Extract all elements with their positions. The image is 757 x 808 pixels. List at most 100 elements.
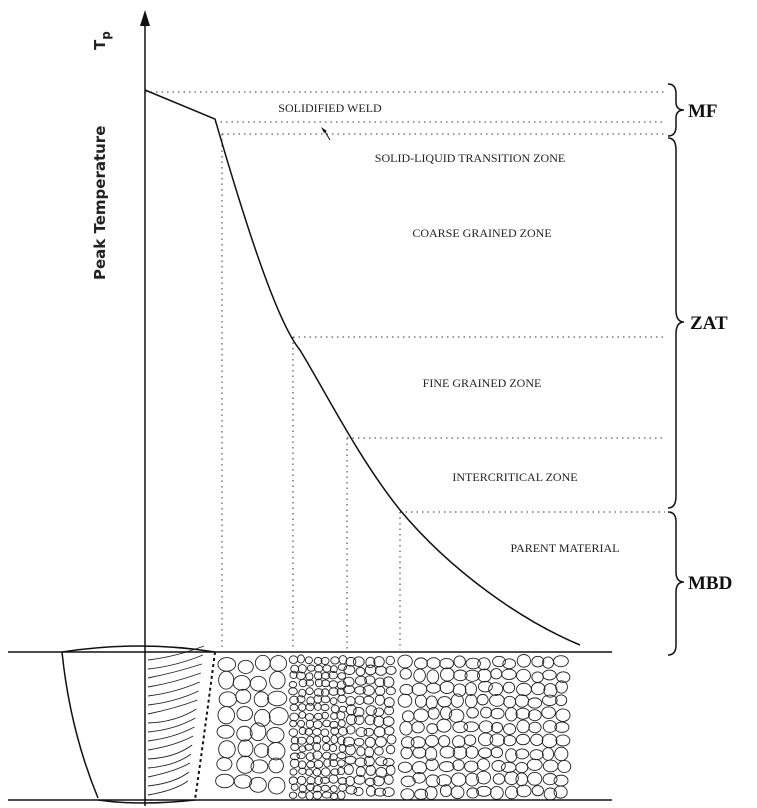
grain [345, 704, 357, 716]
grain [355, 727, 368, 738]
grain [337, 759, 346, 767]
grain [375, 685, 386, 697]
grain [542, 669, 557, 681]
grain [297, 664, 307, 674]
grain [314, 775, 323, 786]
grain [329, 720, 339, 729]
grain [305, 702, 315, 712]
grain [236, 706, 254, 722]
grain [235, 688, 252, 704]
grain [233, 774, 253, 789]
grain [354, 686, 366, 695]
grain [553, 655, 569, 668]
grain [147, 699, 198, 715]
grain [296, 736, 307, 745]
grain [337, 719, 346, 728]
grain [453, 655, 466, 668]
grain [329, 785, 338, 793]
grain [400, 775, 416, 788]
grain [557, 760, 572, 774]
grain [323, 758, 332, 768]
grain [297, 654, 305, 664]
grain [490, 746, 504, 759]
grain [269, 670, 286, 690]
grain [553, 785, 568, 799]
grain [412, 772, 426, 784]
grain [337, 672, 347, 680]
grain [453, 669, 468, 682]
grain [465, 772, 480, 787]
grain [306, 760, 316, 769]
grain [147, 780, 189, 796]
grain [216, 724, 235, 739]
zone-label: PARENT MATERIAL [510, 541, 619, 555]
grain [362, 685, 375, 696]
grain [249, 776, 267, 793]
grain [343, 764, 354, 775]
grain [365, 764, 376, 776]
grain [542, 720, 558, 733]
grain [147, 654, 204, 670]
grain [253, 691, 270, 708]
grain [337, 663, 348, 671]
grain [364, 746, 375, 758]
grain [216, 757, 233, 772]
grain [492, 655, 506, 668]
axis-symbol-sub: p [99, 31, 113, 40]
grain [531, 785, 544, 797]
grain [374, 694, 385, 706]
grain [217, 706, 235, 725]
grain [427, 706, 440, 720]
grain [439, 657, 454, 670]
grain [541, 706, 556, 719]
grain [555, 734, 571, 747]
grain [343, 676, 355, 687]
grain [236, 725, 253, 742]
grain [290, 736, 300, 745]
grain [314, 671, 323, 681]
grain [476, 758, 490, 771]
grain [353, 714, 365, 726]
grain [312, 750, 323, 760]
grain [363, 755, 375, 767]
grain [452, 683, 467, 697]
grain [313, 657, 323, 665]
grain [314, 678, 323, 688]
grain [345, 744, 356, 756]
grain [147, 735, 194, 751]
grain [489, 733, 506, 747]
grain [296, 695, 306, 704]
grain [464, 669, 481, 682]
grain [383, 697, 395, 708]
grain [289, 768, 298, 776]
grain [354, 695, 365, 705]
grain [345, 785, 358, 795]
grain [385, 744, 396, 755]
grain [555, 680, 568, 694]
grain [412, 746, 427, 759]
grain [320, 703, 330, 712]
grain [477, 732, 494, 747]
grain [266, 742, 286, 761]
brace [667, 83, 685, 137]
zone-label: COARSE GRAINED ZONE [412, 226, 551, 240]
grain [352, 656, 365, 667]
grain [336, 752, 347, 760]
grain [373, 656, 385, 668]
grain [490, 707, 505, 720]
grain [400, 736, 415, 749]
grain [476, 770, 492, 785]
grain [289, 752, 300, 761]
grain [364, 675, 376, 685]
grain [343, 664, 356, 676]
grain [320, 672, 331, 680]
grain [527, 709, 542, 722]
grain [354, 675, 368, 686]
weld-crown [61, 645, 216, 653]
grain [289, 670, 298, 679]
brace [667, 511, 685, 656]
grain [452, 759, 465, 771]
grain [385, 686, 396, 696]
grain [385, 655, 395, 666]
grain [355, 666, 366, 677]
